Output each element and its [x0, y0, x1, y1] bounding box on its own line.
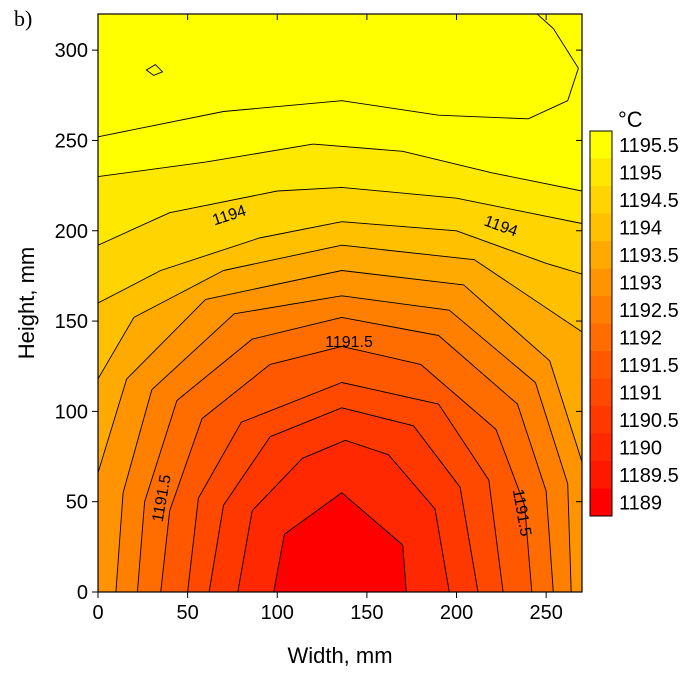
contour-line-1191: [187, 382, 504, 592]
plot-frame: [97, 13, 583, 593]
colorbar-swatch: [590, 213, 612, 241]
contour-line-1195: [98, 143, 582, 192]
y-tick-label: 150: [55, 311, 88, 333]
colorbar-swatch: [590, 378, 612, 406]
y-tick-label: 100: [55, 401, 88, 423]
colorbar-swatch: [590, 433, 612, 461]
colorbar-label: 1195.5: [619, 135, 679, 157]
y-tick-label: 50: [66, 492, 88, 514]
x-tick-label: 0: [92, 602, 103, 624]
colorbar-swatch: [590, 241, 612, 269]
colorbar-label: 1193.5: [619, 245, 679, 267]
y-tick-label: 250: [55, 130, 88, 152]
contour-label-text: 1191.5: [325, 334, 373, 351]
colorbar-label: 1194: [619, 217, 662, 239]
band-1195.5: [98, 14, 579, 137]
contour-lines: [98, 14, 582, 592]
x-tick-label: 200: [440, 602, 473, 624]
colorbar-swatch: [590, 268, 612, 296]
colorbar-swatch: [590, 488, 612, 516]
panel-label: b): [14, 6, 33, 31]
x-axis-label: Width, mm: [287, 643, 392, 668]
x-tick-label: 150: [350, 602, 383, 624]
contour-island: [145, 64, 164, 76]
contour-line-1194: [98, 221, 582, 304]
contour-line-1191.5: [160, 345, 533, 592]
colorbar-frame: [589, 130, 613, 517]
contour-label-2: 1191.5: [325, 334, 373, 351]
contour-line-1193: [98, 270, 582, 473]
colorbar-swatch: [590, 406, 612, 434]
colorbar-swatch: [590, 158, 612, 186]
colorbar-label: 1195: [619, 162, 662, 184]
contour-line-1195.5: [98, 14, 579, 138]
contour-line-1189.5: [273, 492, 407, 592]
colorbar-swatch: [590, 296, 612, 324]
colorbar-label: 1189: [619, 492, 662, 514]
contour-line-1192: [136, 316, 554, 592]
colorbar-label: 1192: [619, 327, 662, 349]
colorbar-swatch: [590, 323, 612, 351]
contour-line-1193.5: [98, 244, 582, 380]
x-tick-label: 250: [529, 602, 562, 624]
y-tick-label: 200: [55, 221, 88, 243]
colorbar-label: 1191.5: [619, 355, 679, 377]
contour-line-1194.5: [98, 186, 582, 246]
colorbar: 1195.5 1195 1194.5 1194 1193.5 1193 1192.5 1192…: [589, 130, 679, 517]
contour-fill: [98, 14, 582, 592]
colorbar-label: 1193: [619, 272, 662, 294]
colorbar-label: 1190: [619, 437, 662, 459]
y-axis-label: Height, mm: [14, 247, 39, 359]
contour-line-1190.5: [208, 407, 479, 592]
axes: 0 50 100 150 200 250 0 50 100 150 200 250 300: [55, 14, 582, 624]
colorbar-swatch: [590, 131, 612, 159]
colorbar-label: 1194.5: [619, 190, 679, 212]
colorbar-swatch: [590, 351, 612, 379]
colorbar-label: 1191: [619, 382, 662, 404]
colorbar-swatch: [590, 186, 612, 214]
y-tick-label: 0: [77, 582, 88, 604]
y-tick-label: 300: [55, 40, 88, 62]
colorbar-label: 1192.5: [619, 300, 679, 322]
x-tick-label: 100: [261, 602, 294, 624]
x-tick-label: 50: [177, 602, 199, 624]
colorbar-swatch: [590, 461, 612, 489]
colorbar-label: 1190.5: [619, 410, 679, 432]
contour-line-1190: [237, 439, 450, 592]
colorbar-title: °C: [618, 107, 643, 132]
colorbar-label: 1189.5: [619, 465, 679, 487]
contour-line-1192.5: [115, 295, 572, 592]
